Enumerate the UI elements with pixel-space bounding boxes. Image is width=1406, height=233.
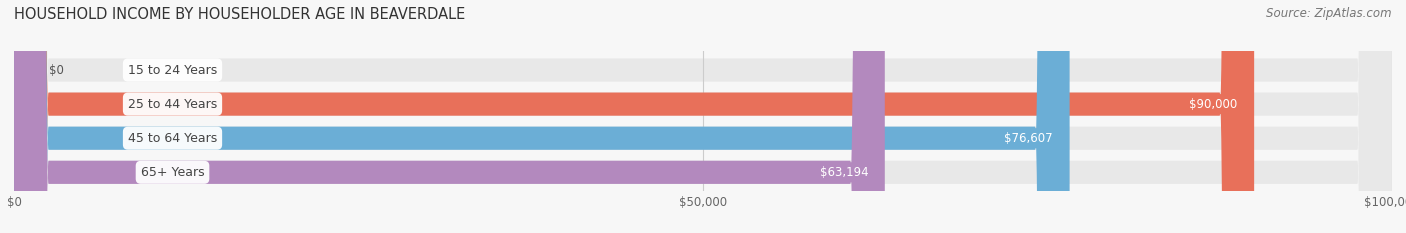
Text: 15 to 24 Years: 15 to 24 Years (128, 64, 217, 76)
FancyBboxPatch shape (14, 0, 1254, 233)
FancyBboxPatch shape (14, 0, 1070, 233)
Text: $76,607: $76,607 (1004, 132, 1053, 145)
Text: Source: ZipAtlas.com: Source: ZipAtlas.com (1267, 7, 1392, 20)
Text: 45 to 64 Years: 45 to 64 Years (128, 132, 217, 145)
Text: HOUSEHOLD INCOME BY HOUSEHOLDER AGE IN BEAVERDALE: HOUSEHOLD INCOME BY HOUSEHOLDER AGE IN B… (14, 7, 465, 22)
FancyBboxPatch shape (14, 0, 884, 233)
Text: $63,194: $63,194 (820, 166, 869, 179)
FancyBboxPatch shape (14, 0, 1392, 233)
Text: 65+ Years: 65+ Years (141, 166, 204, 179)
Text: 25 to 44 Years: 25 to 44 Years (128, 98, 217, 111)
FancyBboxPatch shape (14, 0, 1392, 233)
FancyBboxPatch shape (14, 0, 1392, 233)
Text: $0: $0 (48, 64, 63, 76)
FancyBboxPatch shape (14, 0, 1392, 233)
Text: $90,000: $90,000 (1189, 98, 1237, 111)
